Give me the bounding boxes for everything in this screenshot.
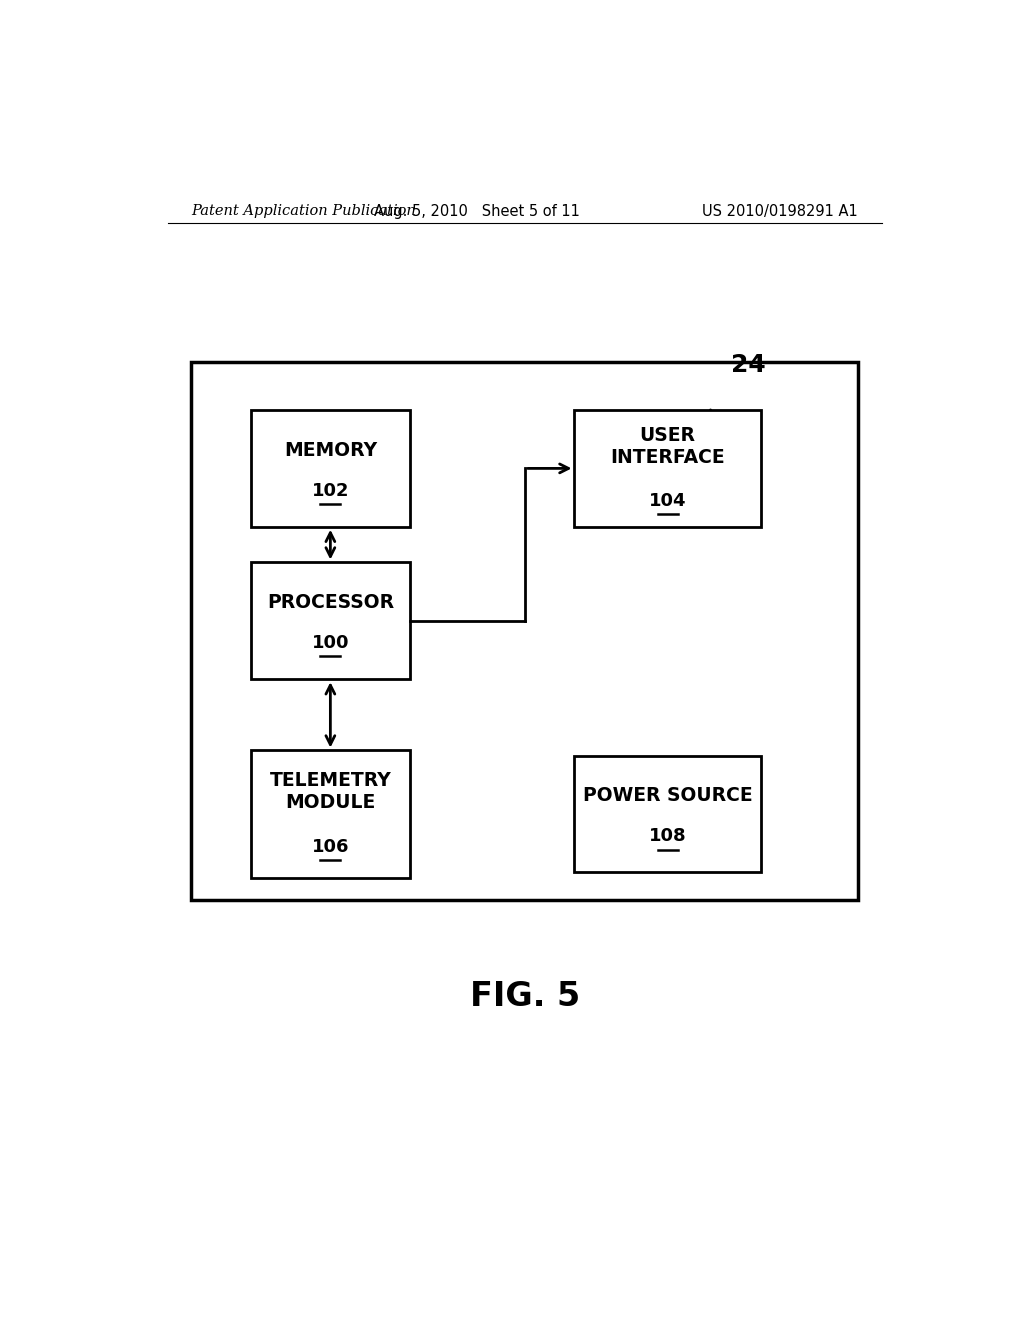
Text: 106: 106 [311, 837, 349, 855]
Text: TELEMETRY
MODULE: TELEMETRY MODULE [269, 771, 391, 812]
Text: 104: 104 [649, 492, 686, 510]
Text: 102: 102 [311, 482, 349, 500]
Bar [574, 755, 761, 873]
Text: PROCESSOR: PROCESSOR [267, 593, 394, 612]
Bar [191, 362, 858, 900]
Text: 24: 24 [731, 352, 766, 378]
Text: MEMORY: MEMORY [284, 441, 377, 459]
Text: USER
INTERFACE: USER INTERFACE [610, 425, 725, 466]
Bar [574, 411, 761, 527]
Text: POWER SOURCE: POWER SOURCE [583, 787, 753, 805]
Text: Patent Application Publication: Patent Application Publication [191, 205, 416, 218]
Bar [251, 751, 410, 878]
Text: 108: 108 [649, 828, 686, 845]
Text: US 2010/0198291 A1: US 2010/0198291 A1 [702, 203, 858, 219]
Text: 100: 100 [311, 634, 349, 652]
Bar [251, 411, 410, 527]
Bar [251, 562, 410, 680]
Text: Aug. 5, 2010   Sheet 5 of 11: Aug. 5, 2010 Sheet 5 of 11 [374, 203, 581, 219]
Text: FIG. 5: FIG. 5 [470, 981, 580, 1014]
